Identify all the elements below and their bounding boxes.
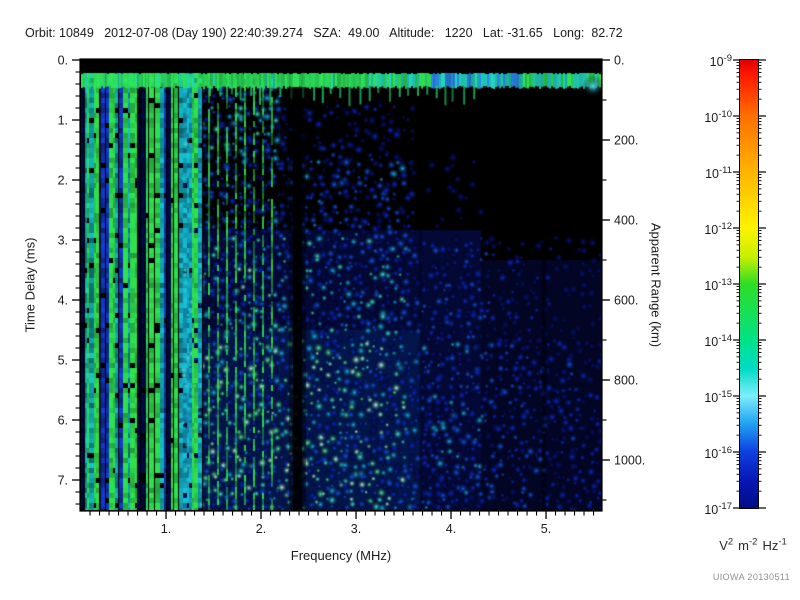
axis-tick-label: 800. xyxy=(614,374,638,388)
colorbar-tick-label: 10-9 xyxy=(709,53,732,70)
colorbar-tick-label: 10-13 xyxy=(704,277,732,294)
axis-tick-label: 3. xyxy=(351,522,361,536)
axis-tick-label: 200. xyxy=(614,134,638,148)
y-axis-title-right: Apparent Range (km) xyxy=(648,222,664,348)
axis-tick-label: 2. xyxy=(256,522,266,536)
colorbar-units-label: V2 m-2 Hz-1 xyxy=(719,537,787,553)
axis-tick-label: 1000. xyxy=(614,454,645,468)
axis-tick-label: 1. xyxy=(161,522,171,536)
colorbar-tick-label: 10-11 xyxy=(705,165,732,182)
colorbar-units-part: Hz-1 xyxy=(762,537,787,554)
colorbar-tick-label: 10-15 xyxy=(704,389,732,406)
colorbar-tick-label: 10-10 xyxy=(704,109,732,126)
axis-tick-label: 2. xyxy=(58,174,68,188)
watermark-text: UIOWA 20130511 xyxy=(712,572,790,582)
colorbar-tick-label: 10-12 xyxy=(704,221,732,238)
colorbar-gradient xyxy=(739,59,759,509)
axis-tick-label: 4. xyxy=(446,522,456,536)
x-axis-title: Frequency (MHz) xyxy=(290,548,392,563)
axis-tick-label: 400. xyxy=(614,214,638,228)
colorbar-tick-label: 10-14 xyxy=(704,333,732,350)
axis-tick-label: 5. xyxy=(541,522,551,536)
axis-tick-label: 3. xyxy=(58,234,68,248)
axis-tick-label: 6. xyxy=(58,414,68,428)
header-info: Orbit: 10849 2012-07-08 (Day 190) 22:40:… xyxy=(25,26,623,40)
axis-tick-label: 1. xyxy=(58,114,68,128)
colorbar-units-part: m-2 xyxy=(738,537,758,554)
axis-tick-label: 0. xyxy=(58,54,68,68)
axis-tick-label: 600. xyxy=(614,294,638,308)
axis-tick-label: 4. xyxy=(58,294,68,308)
axis-tick-label: 0. xyxy=(614,54,624,68)
y-axis-title-left: Time Delay (ms) xyxy=(22,237,38,333)
axis-tick-label: 5. xyxy=(58,354,68,368)
colorbar-tick-label: 10-16 xyxy=(704,445,732,462)
colorbar-units-part: V2 xyxy=(719,537,734,554)
axis-tick-label: 7. xyxy=(58,474,68,488)
spectrogram-canvas xyxy=(81,60,601,510)
colorbar-tick-label: 10-17 xyxy=(704,501,732,518)
